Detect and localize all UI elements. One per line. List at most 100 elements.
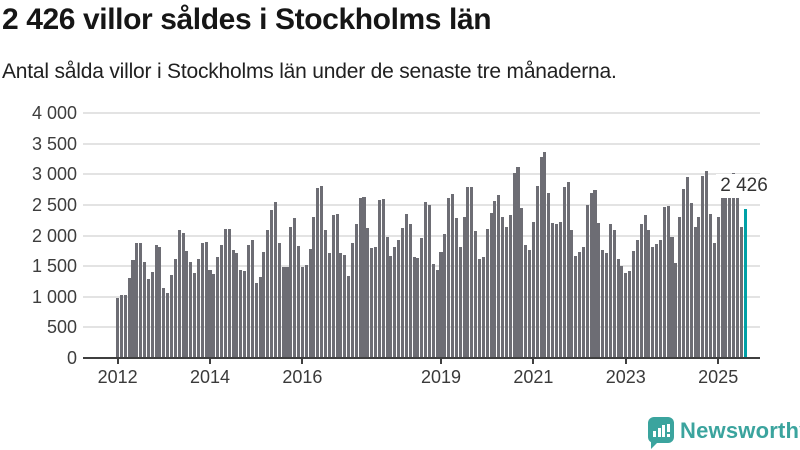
gridline	[83, 203, 760, 206]
bar	[535, 186, 539, 358]
bar	[289, 227, 293, 358]
bar	[270, 210, 274, 358]
bar	[177, 230, 181, 358]
y-axis-label: 3 000	[31, 164, 77, 185]
speech-bubble-tail	[651, 440, 660, 449]
x-axis-tick	[624, 359, 627, 364]
x-axis-label: 2025	[698, 367, 739, 387]
bar	[427, 204, 431, 358]
bar	[493, 200, 497, 358]
bar	[169, 275, 174, 358]
bar	[605, 253, 609, 358]
bar	[543, 152, 547, 358]
bar	[227, 229, 231, 358]
bar	[520, 208, 524, 358]
bar	[389, 255, 393, 358]
y-axis-label: 1 500	[31, 256, 77, 277]
bar	[728, 196, 732, 358]
x-axis-tick	[440, 359, 442, 364]
y-axis-label: 2 000	[31, 225, 77, 246]
bar	[593, 189, 597, 358]
bar	[354, 223, 358, 358]
bar	[381, 199, 385, 358]
bar	[393, 246, 397, 358]
bar	[539, 156, 543, 358]
bar	[732, 172, 736, 358]
x-axis-label: 2023	[605, 367, 646, 387]
newsworthy-logo[interactable]: Newsworthy	[646, 414, 800, 449]
bar	[462, 217, 466, 358]
bar	[651, 246, 655, 358]
bar	[374, 246, 378, 358]
bar	[116, 298, 120, 358]
bar	[308, 249, 312, 358]
y-axis-label: 3 500	[31, 133, 77, 154]
bar	[216, 256, 220, 358]
bar	[693, 227, 697, 358]
bar	[416, 257, 420, 358]
bar	[331, 215, 335, 358]
x-axis-label: 2021	[513, 367, 554, 387]
x-axis-tick	[209, 359, 211, 364]
bar	[204, 241, 208, 358]
bar	[258, 277, 262, 358]
bar	[466, 187, 470, 358]
bar	[223, 229, 227, 358]
bar	[385, 236, 389, 358]
bar	[516, 167, 520, 358]
bar	[720, 196, 724, 358]
bar	[196, 259, 200, 358]
bar	[335, 214, 339, 358]
x-axis-tick	[532, 359, 535, 364]
bar	[551, 223, 555, 358]
x-axis-label: 2016	[282, 367, 323, 387]
bar	[231, 250, 235, 358]
bar	[400, 227, 405, 358]
x-axis-tick	[717, 359, 720, 364]
bar	[343, 254, 347, 358]
bar	[404, 214, 408, 358]
bar	[708, 214, 713, 358]
bar	[304, 265, 308, 358]
bar	[220, 244, 224, 358]
bar	[485, 229, 489, 358]
bar	[581, 246, 585, 358]
x-axis-line	[83, 357, 760, 360]
bar	[293, 218, 297, 358]
y-axis-label: 4 000	[31, 103, 77, 123]
bar	[504, 227, 508, 358]
gridline	[83, 234, 760, 237]
bar	[601, 250, 605, 358]
bar	[262, 251, 266, 358]
bar	[185, 250, 189, 358]
bar	[323, 229, 328, 358]
bar	[370, 248, 374, 358]
bar	[597, 223, 601, 358]
newsworthy-chart-bubble-icon	[648, 417, 674, 443]
bar	[123, 294, 127, 358]
bar	[420, 238, 424, 358]
bar	[166, 293, 170, 358]
bar	[489, 213, 493, 358]
bar	[193, 273, 197, 358]
bar	[254, 283, 258, 358]
bar	[735, 198, 739, 358]
y-axis-label: 0	[66, 348, 77, 368]
bar	[273, 202, 277, 358]
bar	[377, 199, 381, 358]
bar	[585, 205, 589, 358]
bar	[547, 192, 551, 358]
bar	[327, 253, 331, 358]
bar	[412, 256, 416, 358]
bar	[716, 217, 720, 358]
bar	[554, 223, 559, 358]
bar	[558, 222, 562, 358]
bar	[300, 267, 304, 358]
bar	[562, 187, 566, 358]
bar	[531, 221, 535, 358]
y-axis-label: 500	[46, 317, 77, 338]
bar	[189, 261, 193, 358]
bar	[724, 195, 728, 358]
bar	[689, 203, 693, 358]
bar	[705, 170, 709, 358]
